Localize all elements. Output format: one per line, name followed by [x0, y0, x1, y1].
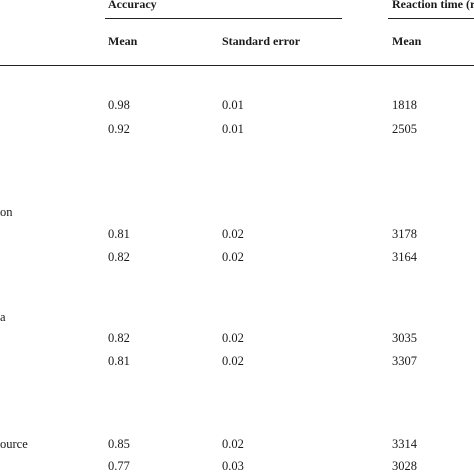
cell-acc-se: 0.01 — [222, 122, 244, 136]
cell-acc-se: 0.03 — [222, 459, 244, 473]
accuracy-header-rule — [105, 18, 342, 19]
row-group-label-1: on — [0, 205, 13, 219]
cell-acc-mean: 0.92 — [108, 122, 130, 136]
cell-acc-se: 0.02 — [222, 437, 244, 451]
cell-acc-mean: 0.77 — [108, 459, 130, 473]
header-bottom-rule — [0, 65, 474, 66]
cell-rt-mean: 3314 — [392, 437, 417, 451]
cell-acc-mean: 0.81 — [108, 354, 130, 368]
cell-acc-se: 0.02 — [222, 331, 244, 345]
reaction-time-group-header: Reaction time (r — [392, 0, 474, 11]
cell-acc-se: 0.01 — [222, 98, 244, 112]
cell-acc-se: 0.02 — [222, 354, 244, 368]
cell-acc-mean: 0.98 — [108, 98, 130, 112]
cell-rt-mean: 3035 — [392, 331, 417, 345]
cell-rt-mean: 3164 — [392, 250, 417, 264]
cell-acc-mean: 0.81 — [108, 227, 130, 241]
cell-acc-mean: 0.85 — [108, 437, 130, 451]
row-group-label-3: ource — [0, 437, 28, 451]
rt-mean-header: Mean — [392, 34, 422, 48]
cell-acc-se: 0.02 — [222, 250, 244, 264]
cell-rt-mean: 3028 — [392, 459, 417, 473]
cell-rt-mean: 2505 — [392, 122, 417, 136]
cell-acc-mean: 0.82 — [108, 331, 130, 345]
cell-rt-mean: 3178 — [392, 227, 417, 241]
cell-rt-mean: 1818 — [392, 98, 417, 112]
row-group-label-2: a — [0, 310, 6, 324]
cell-acc-mean: 0.82 — [108, 250, 130, 264]
reaction-time-header-rule — [388, 18, 474, 19]
accuracy-se-header: Standard error — [222, 34, 301, 48]
cell-acc-se: 0.02 — [222, 227, 244, 241]
accuracy-group-header: Accuracy — [108, 0, 157, 11]
accuracy-mean-header: Mean — [108, 34, 138, 48]
cell-rt-mean: 3307 — [392, 354, 417, 368]
